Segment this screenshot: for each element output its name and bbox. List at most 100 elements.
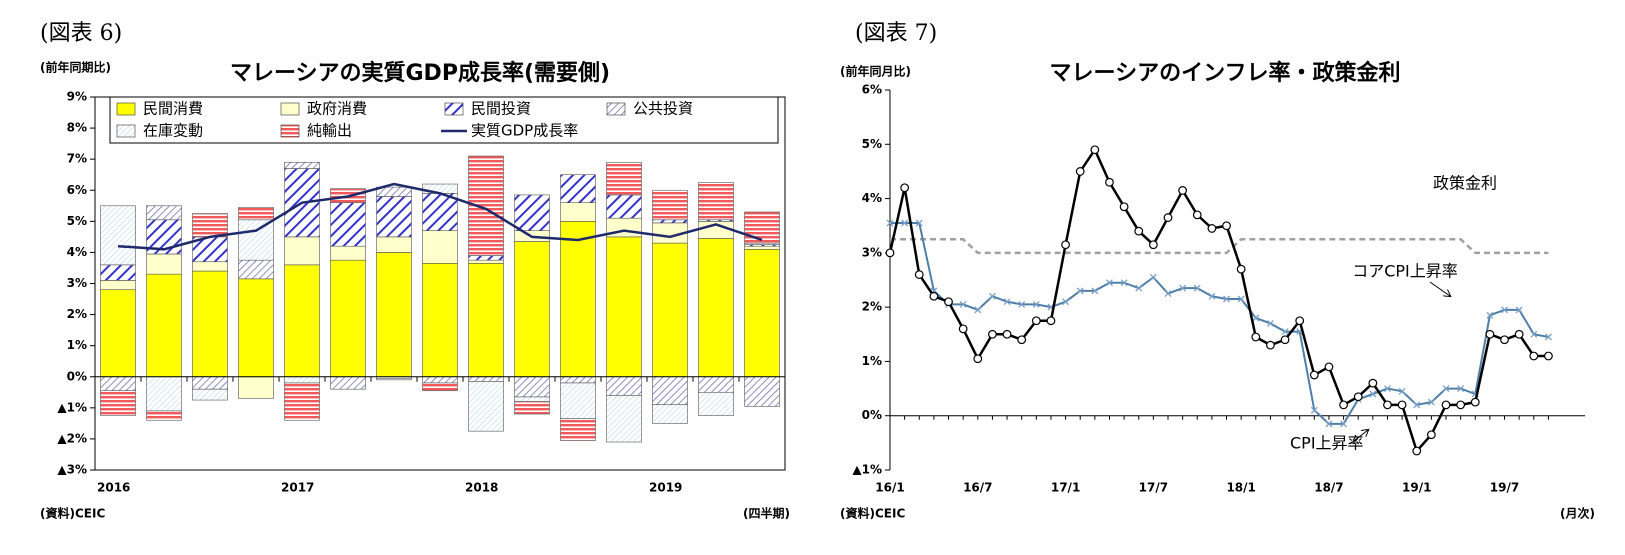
- bar-segment: [606, 194, 642, 219]
- y-axis-label: (前年同月比): [840, 64, 911, 79]
- bar-segment: [284, 382, 320, 421]
- y-tick-label: ▲1%: [57, 400, 87, 414]
- core-marker: [974, 306, 982, 314]
- series-line: [890, 222, 1549, 425]
- cpi-marker: [1134, 226, 1144, 236]
- bar-segment: [560, 418, 596, 441]
- cpi-marker: [988, 329, 997, 339]
- core-marker: [959, 300, 967, 308]
- source: (資料)CEIC: [40, 506, 105, 521]
- legend-swatch: [116, 124, 136, 138]
- bar-segment: [606, 161, 642, 196]
- series-line: [890, 238, 1549, 255]
- core-marker: [1398, 387, 1406, 395]
- core-marker: [1266, 319, 1274, 327]
- core-marker: [1530, 330, 1538, 338]
- bar-segment: [744, 249, 780, 378]
- core-marker: [1208, 292, 1216, 300]
- core-marker: [915, 219, 923, 227]
- legend-label: 公共投資: [633, 100, 693, 118]
- cpi-marker: [958, 324, 968, 334]
- annotation: 政策金利: [1433, 174, 1497, 193]
- bar-segment: [468, 255, 504, 261]
- bar-segment: [192, 261, 228, 272]
- core-marker: [1106, 279, 1113, 287]
- bar-segment: [100, 264, 136, 281]
- cpi-marker: [1266, 340, 1275, 350]
- cpi-marker: [1309, 370, 1319, 380]
- bar-segment: [422, 376, 458, 384]
- cpi-marker: [1236, 264, 1246, 274]
- legend-swatch: [116, 102, 136, 116]
- bar-segment: [422, 230, 458, 264]
- core-marker: [1252, 314, 1260, 322]
- core-marker: [1281, 328, 1289, 336]
- legend-swatch: [606, 102, 626, 116]
- x-tick-label: 2016: [97, 481, 130, 495]
- cpi-marker: [1002, 329, 1012, 339]
- legend-label: 民間投資: [471, 100, 531, 118]
- cpi-marker: [1280, 335, 1290, 345]
- bar-segment: [238, 259, 274, 280]
- cpi-marker: [1412, 446, 1422, 456]
- bar-segment: [100, 376, 136, 392]
- x-tick-label: 16/7: [963, 481, 992, 495]
- core-marker: [1091, 287, 1099, 295]
- bar-segment: [744, 376, 780, 407]
- legend-swatch: [444, 102, 464, 116]
- bar-segment: [238, 219, 274, 261]
- core-marker: [1384, 385, 1391, 393]
- bar-segment: [514, 194, 550, 231]
- cpi-marker: [1046, 316, 1056, 326]
- y-tick-label: 3%: [67, 276, 87, 290]
- bar-segment: [284, 264, 320, 378]
- cpi-marker: [1324, 362, 1334, 372]
- bar-segment: [698, 376, 734, 393]
- bar-segment: [330, 245, 366, 261]
- core-marker: [1325, 420, 1333, 428]
- bar-segment: [652, 376, 688, 406]
- core-marker: [886, 219, 894, 227]
- y-tick-label: 3%: [862, 245, 882, 259]
- cpi-marker: [929, 291, 939, 301]
- cpi-marker: [885, 248, 895, 258]
- cpi-marker: [1075, 167, 1085, 176]
- core-marker: [1369, 390, 1377, 398]
- cpi-marker: [1119, 202, 1129, 212]
- cpi-marker: [1090, 145, 1100, 155]
- core-marker: [1457, 385, 1465, 393]
- cpi-marker: [944, 297, 953, 307]
- bar-segment: [238, 207, 274, 221]
- bar-segment: [744, 211, 780, 244]
- core-marker: [1179, 284, 1187, 292]
- cpi-marker: [1544, 351, 1553, 361]
- cpi-marker: [1339, 400, 1348, 410]
- bar-segment: [698, 238, 734, 378]
- legend-label: 在庫変動: [143, 122, 203, 140]
- figure-label: (図表 6): [40, 21, 122, 46]
- bar-segment: [192, 388, 228, 401]
- bar-segment: [422, 193, 458, 231]
- bar-segment: [514, 241, 550, 378]
- cpi-marker: [1017, 335, 1027, 345]
- cpi-marker: [1148, 240, 1158, 250]
- bar-segment: [376, 186, 412, 197]
- bar-segment: [560, 202, 596, 222]
- y-tick-label: 6%: [67, 183, 87, 197]
- x-tick-label: 19/1: [1402, 481, 1431, 495]
- bar-segment: [514, 396, 550, 402]
- bar-segment: [560, 376, 596, 384]
- chart-title: マレーシアの実質GDP成長率(需要側): [230, 60, 610, 86]
- annotation-arrow: [1349, 430, 1368, 445]
- core-marker: [1018, 300, 1026, 308]
- x-tick-label: 18/7: [1314, 481, 1343, 495]
- y-tick-label: 1%: [862, 354, 882, 368]
- cpi-marker: [1426, 430, 1436, 440]
- bar-segment: [146, 253, 182, 275]
- bar-segment: [284, 236, 320, 266]
- core-marker: [1164, 290, 1172, 298]
- cpi-marker: [1470, 397, 1480, 407]
- bar-segment: [192, 376, 228, 390]
- bar-segment: [422, 262, 458, 378]
